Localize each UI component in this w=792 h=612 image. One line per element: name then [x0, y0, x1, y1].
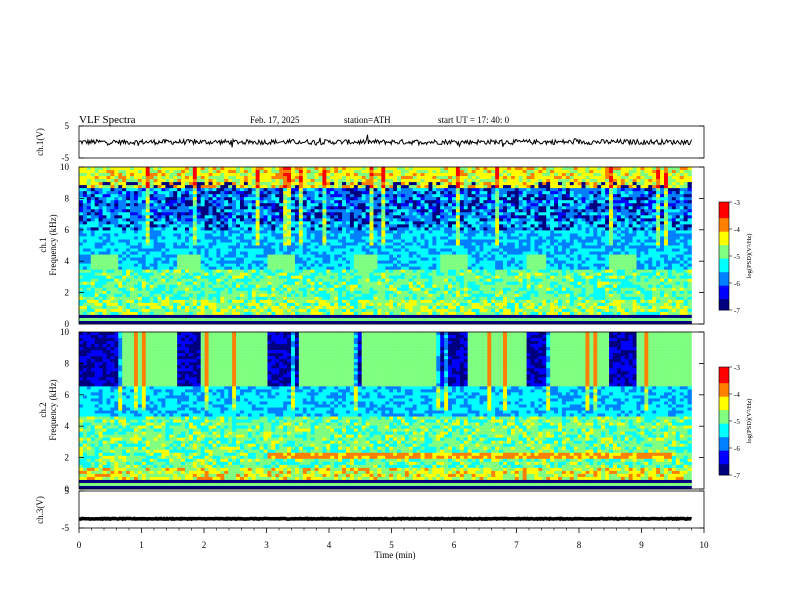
ch1-spectrogram-yticks: 0 2 4 6 8 10 — [60, 162, 704, 329]
ch3w-ticks-label--5: -5 — [62, 523, 70, 533]
ch3-waveform-panel: 5 -5 ch.3(V) — [35, 486, 705, 533]
time-axis-label: Time (min) — [375, 550, 416, 560]
ch1w-trace-line — [78, 134, 692, 148]
ch1-waveform-panel: 5 -5 ch.1(V) — [35, 121, 705, 163]
ch1w-ticks-label--5: -5 — [62, 153, 70, 163]
ch1-spectrogram-frame — [78, 166, 705, 325]
cb1-tick--3: -3 — [734, 199, 740, 207]
ch1-colorbar: -3 -4 -5 -6 -7 log(PSD)(V²/Hz) — [718, 199, 753, 315]
cb2-tick--3: -3 — [734, 364, 740, 372]
time-tick-9: 9 — [639, 540, 644, 550]
time-tick-1: 1 — [139, 540, 144, 550]
cb2-tick--7: -7 — [734, 472, 740, 480]
ch3-waveform-frame — [78, 490, 705, 529]
ch3-waveform-yticks: 5 -5 — [62, 486, 704, 533]
ch1-spectrogram-cells — [79, 167, 692, 325]
ch2s-ticks-label-8: 8 — [65, 358, 70, 368]
time-tick-7: 7 — [514, 540, 519, 550]
ch2-spectrogram-yticks: 0 2 4 6 8 10 — [60, 327, 704, 494]
figure-title: VLF Spectra — [79, 114, 136, 126]
cb2-tick--4: -4 — [734, 391, 740, 399]
ch1s-ticks-label-10: 10 — [60, 162, 70, 172]
ch1-waveform-yticks: 5 -5 — [62, 121, 704, 163]
time-tick-2: 2 — [202, 540, 207, 550]
cb1-tick--6: -6 — [734, 280, 740, 288]
ch2s-ticks-label-6: 6 — [65, 390, 70, 400]
ch1s-ticks-label-0: 0 — [65, 319, 70, 329]
ch3-waveform-ylabel: ch.3(V) — [35, 496, 45, 524]
ch1-spectrogram-channel-label: ch.1 — [38, 237, 48, 252]
cb1-tick--4: -4 — [734, 226, 740, 234]
cb2-tick--6: -6 — [734, 445, 740, 453]
ch2-spectrogram-cells — [79, 332, 692, 490]
time-tick-4: 4 — [327, 540, 332, 550]
ch2s-ticks-label-10: 10 — [60, 327, 70, 337]
ch3w-ticks-label-5: 5 — [65, 486, 70, 496]
time-tick-5: 5 — [389, 540, 394, 550]
ch2-spectrogram-frame — [78, 331, 705, 490]
ch2-spectrogram-ylabel: Frequency (kHz) — [48, 379, 58, 440]
ch1s-ticks-label-8: 8 — [65, 193, 70, 203]
ch1-waveform-frame — [78, 125, 705, 159]
ch1w-ticks-label-5: 5 — [65, 121, 70, 131]
ch1s-ticks-label-6: 6 — [65, 225, 70, 235]
ch2s-ticks-label-2: 2 — [65, 453, 70, 463]
ch2-colorbar: -3 -4 -5 -6 -7 log(PSD)(V²/Hz) — [718, 364, 753, 480]
ch1-spectrogram-panel: 0 2 4 6 8 10 ch.1 Frequency (kHz) -3 -4 -5 -6 -7 l… — [38, 162, 753, 329]
figure-date: Feb. 17, 2025 — [250, 115, 300, 125]
figure-start-time: start UT = 17: 40: 0 — [438, 115, 510, 125]
ch1s-ticks-label-4: 4 — [65, 256, 70, 266]
cb2-label: log(PSD)(V²/Hz) — [746, 399, 753, 444]
cb1-tick--5: -5 — [734, 253, 740, 261]
time-tick-3: 3 — [264, 540, 269, 550]
time-axis: 0 1 2 3 4 5 6 7 8 9 10 — [77, 528, 709, 550]
ch3-waveform-trace — [78, 516, 693, 522]
time-tick-0: 0 — [77, 540, 82, 550]
figure-station: station=ATH — [344, 115, 391, 125]
ch1-waveform-ylabel: ch.1(V) — [35, 128, 45, 156]
ch1s-ticks-label-2: 2 — [65, 288, 70, 298]
cb2-tick--5: -5 — [734, 418, 740, 426]
ch2s-ticks-label-4: 4 — [65, 421, 70, 431]
ch2s-ticks-label-0: 0 — [65, 484, 70, 494]
ch3w-trace-line — [78, 516, 693, 522]
ch2-spectrogram-channel-label: ch.2 — [38, 402, 48, 417]
time-tick-10: 10 — [700, 540, 710, 550]
ch1-spectrogram-ylabel: Frequency (kHz) — [48, 214, 58, 275]
ch1-waveform-trace — [78, 134, 692, 148]
ch2-spectrogram-panel: 0 2 4 6 8 10 ch.2 Frequency (kHz) -3 -4 -5 -6 -7 l… — [38, 327, 753, 494]
cb1-tick--7: -7 — [734, 307, 740, 315]
cb1-label: log(PSD)(V²/Hz) — [746, 234, 753, 279]
time-tick-6: 6 — [452, 540, 457, 550]
time-tick-8: 8 — [577, 540, 582, 550]
